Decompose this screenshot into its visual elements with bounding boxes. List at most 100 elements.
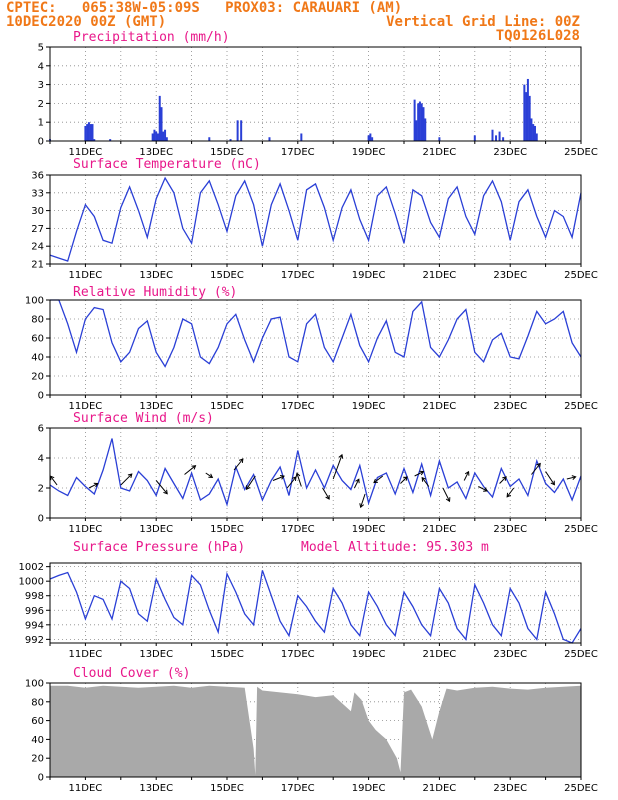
wind-vector <box>566 476 576 480</box>
x-tick-label: 21DEC <box>423 524 457 535</box>
wind-vector <box>353 478 360 489</box>
precip-bar <box>530 118 533 141</box>
y-tick-label: 60 <box>31 334 44 345</box>
y-tick-label: 36 <box>31 171 44 182</box>
y-tick-label: 4 <box>38 61 44 72</box>
wind-vector <box>155 480 168 495</box>
precip-bar <box>164 129 167 141</box>
precip-bar <box>158 95 161 141</box>
y-tick-label: 0 <box>38 391 44 402</box>
wind-vector-head <box>571 475 577 480</box>
header-line1: CPTEC: 065:38W-05:09S PROX03: CARAUARI (… <box>6 0 403 16</box>
x-tick-label: 23DEC <box>493 401 527 412</box>
x-tick-label: 15DEC <box>210 401 244 412</box>
y-tick-label: 100 <box>25 679 44 690</box>
precip-bar <box>93 139 96 141</box>
panel-4: 992 994 996 998 1000 1002 11DEC 13DEC 15DEC 17DEC… <box>19 540 598 660</box>
panel-frame <box>49 427 582 519</box>
x-tick-label: 19DEC <box>352 401 386 412</box>
wind-vector-head <box>359 503 365 509</box>
wind-vector <box>286 476 297 489</box>
wind-vector-head <box>373 478 378 484</box>
x-tick-label: 11DEC <box>69 401 103 412</box>
x-tick-label: 23DEC <box>493 524 527 535</box>
wind-vector-head <box>483 487 489 492</box>
y-tick-label: 0 <box>38 514 44 525</box>
precip-bar <box>236 120 239 141</box>
y-tick-label: 30 <box>31 206 44 217</box>
y-tick-label: 992 <box>25 635 44 646</box>
precip-bar <box>89 124 92 141</box>
x-tick-label: 17DEC <box>281 270 315 281</box>
panel-0: 0 1 2 3 4 5 11DEC 13DEC 15DEC 17DEC 19DEC 21DEC 23DE… <box>38 30 598 158</box>
series-line-1 <box>49 176 582 262</box>
x-tick-label: 25DEC <box>564 270 598 281</box>
x-tick-label: 19DEC <box>352 783 386 794</box>
precip-bar <box>418 101 421 141</box>
y-tick-label: 0 <box>38 773 44 784</box>
wind-vector-head <box>421 476 427 482</box>
x-tick-label: 23DEC <box>493 147 527 158</box>
wind-vector-head <box>445 497 451 503</box>
panel-1: 21 24 27 30 33 36 11DEC 13DEC 15DEC 17DEC 19DEC 21D… <box>31 157 598 281</box>
x-tick-label: 21DEC <box>423 783 457 794</box>
y-tick-label: 1000 <box>19 577 44 588</box>
panel-title-0: Precipitation (mm/h) <box>73 30 230 45</box>
y-tick-label: 80 <box>31 697 44 708</box>
x-tick-label: 15DEC <box>210 524 244 535</box>
x-tick-label: 15DEC <box>210 270 244 281</box>
precip-bar <box>415 120 418 141</box>
precip-bar <box>84 125 87 141</box>
precip-bar <box>369 133 372 141</box>
y-tick-label: 40 <box>31 735 44 746</box>
y-tick-label: 80 <box>31 315 44 326</box>
wind-vector-head <box>295 472 301 478</box>
wind-vector-head <box>163 489 168 495</box>
precip-bar <box>498 131 501 141</box>
precip-bar <box>495 135 498 141</box>
x-tick-label: 17DEC <box>281 401 315 412</box>
precip-bar <box>525 92 528 141</box>
wind-vector <box>360 493 366 508</box>
precip-bar <box>473 135 476 141</box>
wind-vector-head <box>403 476 408 481</box>
precip-bar <box>165 137 168 141</box>
y-tick-label: 994 <box>25 620 44 631</box>
series-line-4 <box>49 570 582 644</box>
panel-frame <box>49 46 582 142</box>
wind-vector <box>88 483 98 489</box>
precip-bar <box>162 131 165 141</box>
wind-vector <box>373 475 384 484</box>
x-tick-label: 17DEC <box>281 524 315 535</box>
precip-bar <box>86 124 89 141</box>
y-tick-label: 2 <box>38 99 44 110</box>
wind-vector <box>272 475 285 481</box>
x-tick-label: 19DEC <box>352 147 386 158</box>
panel-title-4: Surface Pressure (hPa) <box>73 540 245 555</box>
x-tick-label: 15DEC <box>210 649 244 660</box>
precip-bar <box>240 120 243 141</box>
wind-vector <box>506 487 515 498</box>
y-tick-label: 5 <box>38 43 44 54</box>
x-tick-label: 13DEC <box>139 783 173 794</box>
cloud-cover-area <box>50 685 581 777</box>
wind-vector <box>332 454 343 480</box>
x-tick-label: 13DEC <box>139 147 173 158</box>
y-tick-label: 21 <box>31 260 44 271</box>
panel-title-1: Surface Temperature (nC) <box>73 157 261 172</box>
panel-title-5: Cloud Cover (%) <box>73 666 190 681</box>
y-tick-label: 33 <box>31 188 44 199</box>
wind-vector <box>296 473 302 487</box>
x-tick-label: 23DEC <box>493 783 527 794</box>
wind-vector-head <box>502 476 507 481</box>
wind-vector <box>531 463 541 475</box>
x-tick-label: 15DEC <box>210 147 244 158</box>
x-tick-label: 17DEC <box>281 783 315 794</box>
y-tick-label: 27 <box>31 224 44 235</box>
x-tick-label: 21DEC <box>423 649 457 660</box>
x-tick-label: 11DEC <box>69 524 103 535</box>
precip-bar <box>208 137 211 141</box>
x-tick-label: 23DEC <box>493 270 527 281</box>
y-tick-label: 998 <box>25 591 44 602</box>
precip-bar <box>153 129 156 141</box>
